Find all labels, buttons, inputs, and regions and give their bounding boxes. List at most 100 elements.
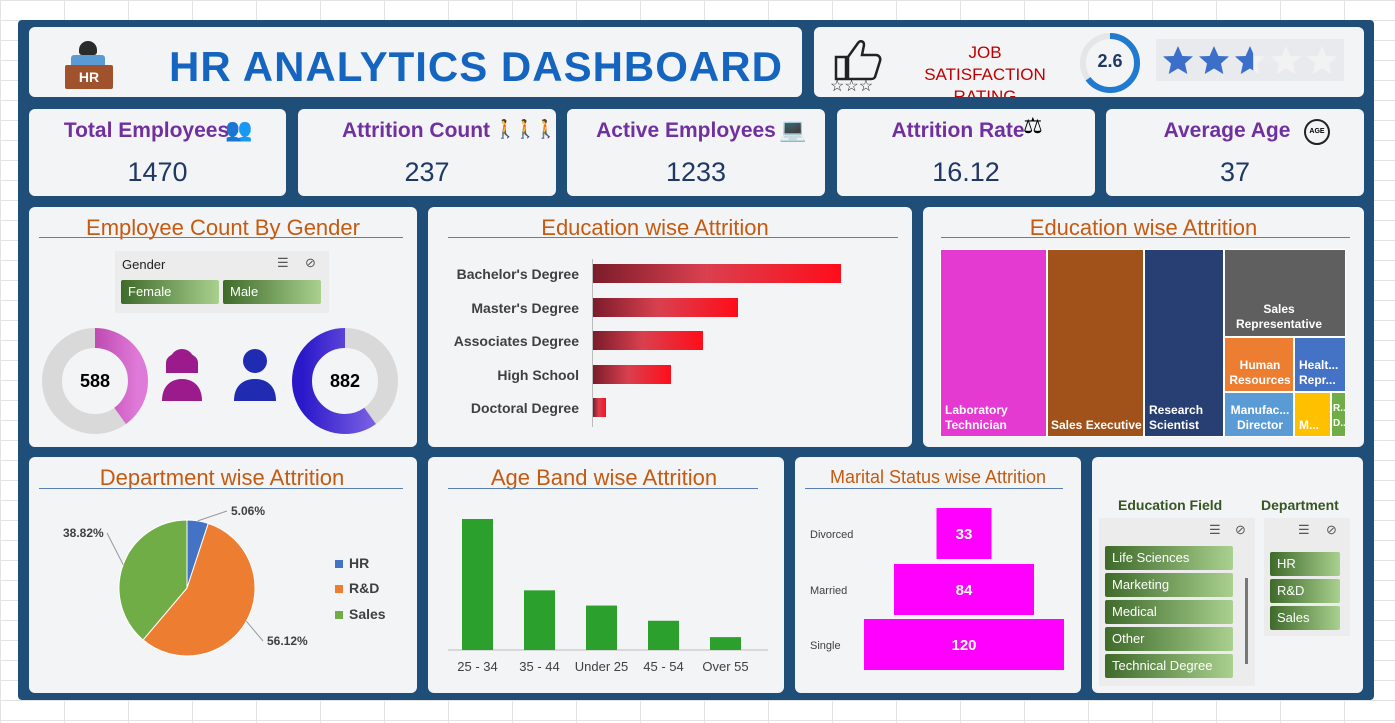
legend-item-hr: HR [335,555,369,571]
pie-slice[interactable] [118,519,188,641]
clear-filter-icon[interactable]: ⊘ [1235,522,1246,537]
treemap-label: Sales Executive [1051,418,1142,432]
people-icon: 👥 [225,117,253,142]
treemap-cell[interactable]: Sales Executive [1047,249,1144,437]
funnel-value: 120 [951,637,976,654]
x-tick-label: 35 - 44 [519,659,559,674]
treemap-cell[interactable]: Sales Representative [1224,249,1346,337]
pie-slice[interactable] [142,522,256,657]
education-field-slicer-title: Education Field [1118,497,1223,513]
education-field-slicer: ☰ ⊘ Life Sciences Marketing Medical Othe… [1099,518,1255,686]
kpi-value: 16.12 [932,157,1000,187]
funnel-bar[interactable] [894,564,1034,615]
treemap-cell[interactable]: Research Scientist [1144,249,1224,437]
education-bars: Bachelor's Degree Master's Degree Associat… [428,207,912,447]
bar[interactable] [648,620,679,650]
bar[interactable] [586,605,617,650]
treemap-label: Laboratory Technician [945,403,1008,432]
chart-title: Employee Count By Gender [86,215,360,240]
slicer-option-marketing[interactable]: Marketing [1105,573,1233,597]
slicer-option-male[interactable]: Male [223,280,321,304]
star-icon [1235,46,1265,74]
slicer-option-hr[interactable]: HR [1270,552,1340,576]
male-donut [292,328,398,434]
funnel-bar[interactable] [864,619,1064,670]
kpi-attrition-count: Attrition Count 🚶🚶🚶 237 [298,109,556,196]
kpi-label: Average Age [1163,119,1291,142]
treemap-cell[interactable]: Laboratory Technician [940,249,1047,437]
funnel-category-label: Married [810,585,847,597]
funnel-bar[interactable] [936,508,992,559]
bar[interactable] [593,264,841,283]
funnel-value: 84 [956,582,973,599]
education-treemap-card: Education wise Attrition Laboratory Tech… [923,207,1364,447]
hr-desk-icon: HR [65,41,115,89]
gender-card: Employee Count By Gender Gender ☰ ⊘ Fema… [29,207,417,447]
treemap-cell[interactable]: Human Resources [1224,337,1294,392]
department-pie-card: Department wise Attrition 5.06% 56.12% 38.… [29,457,417,693]
slicer-scrollbar[interactable] [1245,578,1248,664]
title-underline [448,488,758,489]
leader-line [245,620,264,642]
x-tick-label: Over 55 [702,659,748,674]
treemap-label: R... D... [1333,403,1346,429]
slicer-title: Gender [122,257,166,272]
department-pie: 5.06% 56.12% 38.82% [63,504,308,657]
marital-funnel: 33 Divorced 84 Married 120 Single [810,508,1064,670]
slicer-option-sales[interactable]: Sales [1270,606,1340,630]
bar[interactable] [593,331,703,350]
funnel-value: 33 [956,526,973,543]
treemap-label: Healt... Repr... [1299,358,1339,387]
kpi-value: 237 [404,157,450,187]
title-underline [39,488,403,489]
bar[interactable] [593,398,606,417]
satisfaction-card: ☆☆☆ JOB SATISFACTION RATING 2.6 [814,27,1364,97]
slicer-option-other[interactable]: Other [1105,627,1233,651]
desk-worker-icon: 💻 [779,117,807,142]
pie-data-label: 38.82% [63,526,104,540]
slicer-option-rd[interactable]: R&D [1270,579,1340,603]
multi-select-icon[interactable]: ☰ [277,255,289,270]
multi-select-icon[interactable]: ☰ [1298,522,1310,537]
treemap-cell[interactable]: R... D... [1331,392,1346,437]
marital-card: Marital Status wise Attrition 33 Divorced… [795,457,1081,693]
header-card: HR HR ANALYTICS DASHBOARD [29,27,802,97]
pie-data-label: 5.06% [231,504,265,518]
department-slicer-title: Department [1261,497,1339,513]
kpi-value: 1470 [127,157,188,187]
leader-line [197,510,228,522]
x-tick-label: 25 - 34 [457,659,497,674]
satisfaction-value: 2.6 [1097,51,1123,71]
bar-category-label: Associates Degree [453,333,579,349]
female-donut [42,328,148,434]
title-underline [448,237,898,238]
balance-icon: ⚖ [1023,113,1043,138]
bar-category-label: Doctoral Degree [470,400,579,416]
treemap-label: M... [1299,418,1319,432]
bar[interactable] [462,519,493,650]
bar[interactable] [593,297,738,317]
funnel-category-label: Divorced [810,529,853,541]
chart-title: Education wise Attrition [541,215,769,240]
treemap-cell[interactable]: Manufac... Director [1224,392,1294,437]
bar[interactable] [593,364,671,384]
clear-filter-icon[interactable]: ⊘ [1326,522,1337,537]
x-tick-label: 45 - 54 [643,659,683,674]
bar[interactable] [524,590,555,650]
kpi-value: 37 [1219,157,1251,187]
chart-title: Age Band wise Attrition [490,465,718,490]
slicer-option-medical[interactable]: Medical [1105,600,1233,624]
kpi-label: Attrition Count [341,119,491,142]
slicer-option-female[interactable]: Female [121,280,219,304]
treemap-label: Manufac... Director [1230,403,1290,432]
slicer-option-life-sciences[interactable]: Life Sciences [1105,546,1233,570]
slicer-option-technical-degree[interactable]: Technical Degree [1105,654,1233,678]
treemap-cell[interactable]: Healt... Repr... [1294,337,1346,392]
treemap-label: Human Resources [1229,358,1291,387]
bar[interactable] [710,637,741,650]
legend-item-sales: Sales [335,606,386,622]
treemap-cell[interactable]: M... [1294,392,1331,437]
multi-select-icon[interactable]: ☰ [1209,522,1221,537]
clear-filter-icon[interactable]: ⊘ [305,255,316,270]
title-underline [941,237,1350,238]
